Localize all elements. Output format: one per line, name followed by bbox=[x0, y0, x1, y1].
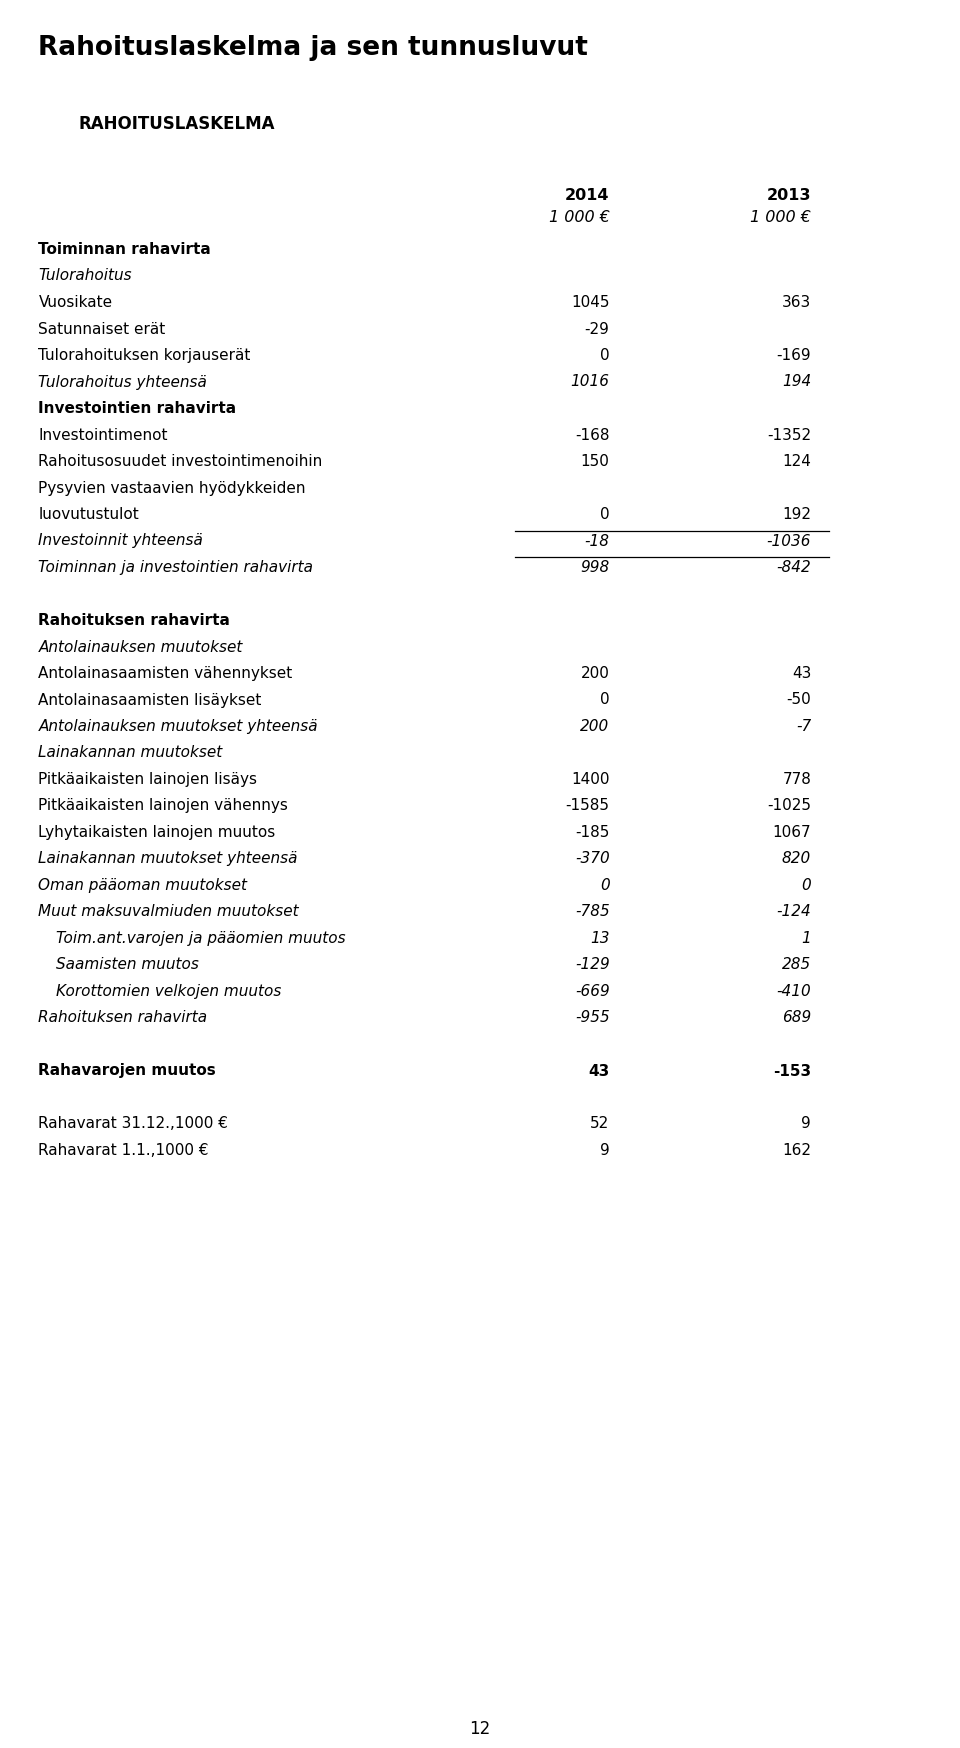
Text: -669: -669 bbox=[575, 984, 610, 998]
Text: 200: 200 bbox=[581, 718, 610, 734]
Text: Lainakannan muutokset: Lainakannan muutokset bbox=[38, 745, 223, 760]
Text: Rahoituslaskelma ja sen tunnusluvut: Rahoituslaskelma ja sen tunnusluvut bbox=[38, 35, 588, 61]
Text: 1 000 €: 1 000 € bbox=[751, 210, 811, 225]
Text: 194: 194 bbox=[782, 374, 811, 390]
Text: -785: -785 bbox=[575, 904, 610, 919]
Text: Tulorahoitus yhteensä: Tulorahoitus yhteensä bbox=[38, 374, 207, 390]
Text: 13: 13 bbox=[590, 930, 610, 946]
Text: 2014: 2014 bbox=[565, 187, 610, 203]
Text: -153: -153 bbox=[773, 1063, 811, 1079]
Text: -1036: -1036 bbox=[767, 533, 811, 549]
Text: 1016: 1016 bbox=[570, 374, 610, 390]
Text: 778: 778 bbox=[782, 771, 811, 787]
Text: -370: -370 bbox=[575, 851, 610, 865]
Text: 363: 363 bbox=[782, 295, 811, 309]
Text: 0: 0 bbox=[600, 507, 610, 521]
Text: 285: 285 bbox=[782, 956, 811, 972]
Text: 52: 52 bbox=[590, 1115, 610, 1131]
Text: Investoinnit yhteensä: Investoinnit yhteensä bbox=[38, 533, 204, 549]
Text: RAHOITUSLASKELMA: RAHOITUSLASKELMA bbox=[78, 115, 275, 133]
Text: 9: 9 bbox=[600, 1143, 610, 1157]
Text: -1025: -1025 bbox=[767, 799, 811, 813]
Text: Oman pääoman muutokset: Oman pääoman muutokset bbox=[38, 877, 248, 893]
Text: Muut maksuvalmiuden muutokset: Muut maksuvalmiuden muutokset bbox=[38, 904, 299, 919]
Text: Toiminnan ja investointien rahavirta: Toiminnan ja investointien rahavirta bbox=[38, 559, 313, 575]
Text: luovutustulot: luovutustulot bbox=[38, 507, 139, 521]
Text: -129: -129 bbox=[575, 956, 610, 972]
Text: 0: 0 bbox=[600, 877, 610, 893]
Text: 192: 192 bbox=[782, 507, 811, 521]
Text: 1: 1 bbox=[802, 930, 811, 946]
Text: Rahavarat 1.1.,1000 €: Rahavarat 1.1.,1000 € bbox=[38, 1143, 209, 1157]
Text: -1585: -1585 bbox=[565, 799, 610, 813]
Text: Antolainasaamisten lisäykset: Antolainasaamisten lisäykset bbox=[38, 692, 262, 708]
Text: Rahavarat 31.12.,1000 €: Rahavarat 31.12.,1000 € bbox=[38, 1115, 228, 1131]
Text: -185: -185 bbox=[575, 825, 610, 839]
Text: Pitkäaikaisten lainojen vähennys: Pitkäaikaisten lainojen vähennys bbox=[38, 799, 288, 813]
Text: -124: -124 bbox=[777, 904, 811, 919]
Text: Antolainasaamisten vähennykset: Antolainasaamisten vähennykset bbox=[38, 666, 293, 680]
Text: Rahoituksen rahavirta: Rahoituksen rahavirta bbox=[38, 612, 230, 628]
Text: 1045: 1045 bbox=[571, 295, 610, 309]
Text: 1 000 €: 1 000 € bbox=[549, 210, 610, 225]
Text: 689: 689 bbox=[782, 1010, 811, 1024]
Text: 998: 998 bbox=[581, 559, 610, 575]
Text: Korottomien velkojen muutos: Korottomien velkojen muutos bbox=[57, 984, 282, 998]
Text: 1067: 1067 bbox=[773, 825, 811, 839]
Text: 162: 162 bbox=[782, 1143, 811, 1157]
Text: Vuosikate: Vuosikate bbox=[38, 295, 112, 309]
Text: Investointimenot: Investointimenot bbox=[38, 427, 168, 442]
Text: -955: -955 bbox=[575, 1010, 610, 1024]
Text: -7: -7 bbox=[796, 718, 811, 734]
Text: Lainakannan muutokset yhteensä: Lainakannan muutokset yhteensä bbox=[38, 851, 298, 865]
Text: Investointien rahavirta: Investointien rahavirta bbox=[38, 400, 236, 416]
Text: Antolainauksen muutokset yhteensä: Antolainauksen muutokset yhteensä bbox=[38, 718, 318, 734]
Text: 12: 12 bbox=[469, 1718, 491, 1738]
Text: -18: -18 bbox=[585, 533, 610, 549]
Text: -169: -169 bbox=[777, 348, 811, 364]
Text: Tulorahoituksen korjauserät: Tulorahoituksen korjauserät bbox=[38, 348, 251, 364]
Text: Tulorahoitus: Tulorahoitus bbox=[38, 269, 132, 283]
Text: Rahoituksen rahavirta: Rahoituksen rahavirta bbox=[38, 1010, 207, 1024]
Text: -168: -168 bbox=[575, 427, 610, 442]
Text: 43: 43 bbox=[792, 666, 811, 680]
Text: -410: -410 bbox=[777, 984, 811, 998]
Text: Lyhytaikaisten lainojen muutos: Lyhytaikaisten lainojen muutos bbox=[38, 825, 276, 839]
Text: 150: 150 bbox=[581, 454, 610, 468]
Text: 124: 124 bbox=[782, 454, 811, 468]
Text: 9: 9 bbox=[802, 1115, 811, 1131]
Text: 0: 0 bbox=[600, 692, 610, 708]
Text: 820: 820 bbox=[782, 851, 811, 865]
Text: Satunnaiset erät: Satunnaiset erät bbox=[38, 322, 166, 336]
Text: Pysyvien vastaavien hyödykkeiden: Pysyvien vastaavien hyödykkeiden bbox=[38, 481, 306, 495]
Text: -1352: -1352 bbox=[767, 427, 811, 442]
Text: 2013: 2013 bbox=[767, 187, 811, 203]
Text: 200: 200 bbox=[581, 666, 610, 680]
Text: -842: -842 bbox=[777, 559, 811, 575]
Text: 0: 0 bbox=[600, 348, 610, 364]
Text: Toim.ant.varojen ja pääomien muutos: Toim.ant.varojen ja pääomien muutos bbox=[57, 930, 346, 946]
Text: 0: 0 bbox=[802, 877, 811, 893]
Text: Rahavarojen muutos: Rahavarojen muutos bbox=[38, 1063, 216, 1079]
Text: 43: 43 bbox=[588, 1063, 610, 1079]
Text: -50: -50 bbox=[786, 692, 811, 708]
Text: Toiminnan rahavirta: Toiminnan rahavirta bbox=[38, 241, 211, 257]
Text: Rahoitusosuudet investointimenoihin: Rahoitusosuudet investointimenoihin bbox=[38, 454, 323, 468]
Text: Pitkäaikaisten lainojen lisäys: Pitkäaikaisten lainojen lisäys bbox=[38, 771, 257, 787]
Text: Antolainauksen muutokset: Antolainauksen muutokset bbox=[38, 640, 243, 654]
Text: Saamisten muutos: Saamisten muutos bbox=[57, 956, 200, 972]
Text: -29: -29 bbox=[585, 322, 610, 336]
Text: 1400: 1400 bbox=[571, 771, 610, 787]
